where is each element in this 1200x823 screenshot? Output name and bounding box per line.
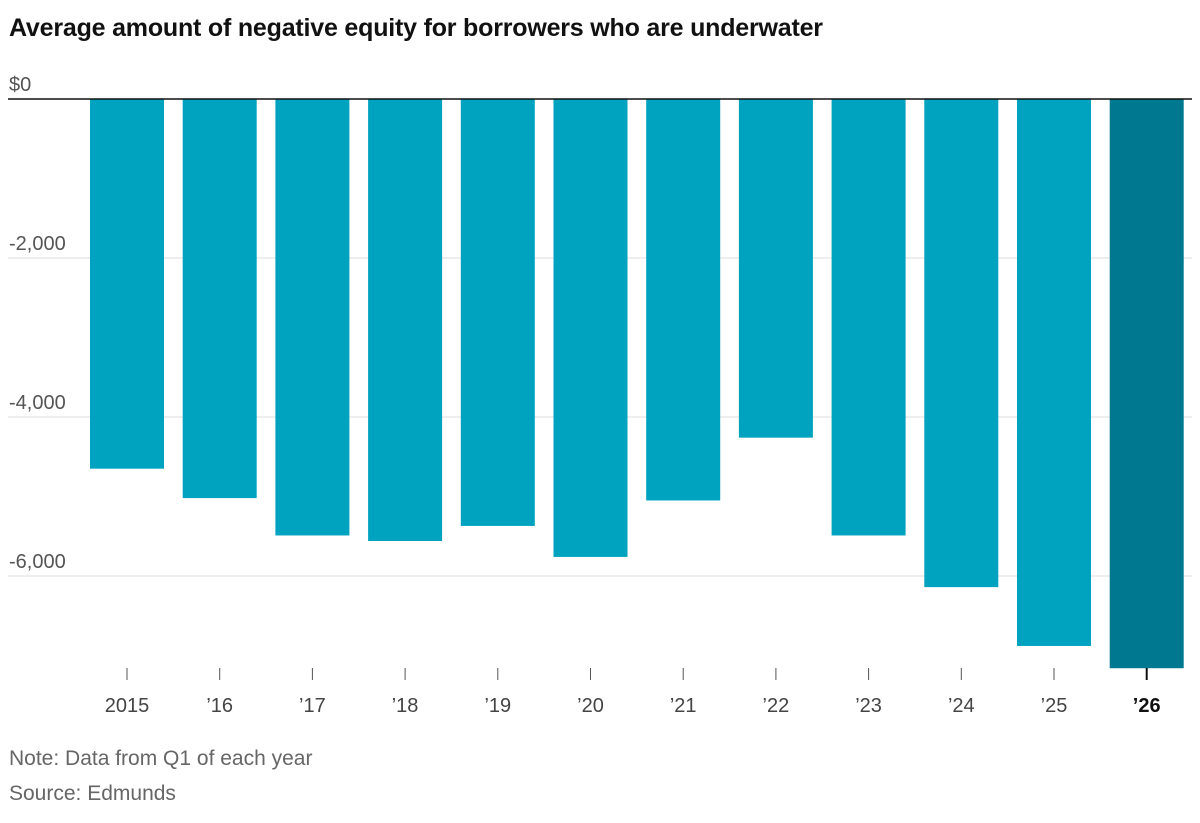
bar (831, 99, 906, 536)
x-tick-label: ’25 (1041, 695, 1068, 717)
x-tick-label: ’18 (392, 695, 419, 717)
bar (275, 99, 350, 536)
x-tick-label: ’19 (484, 695, 511, 717)
x-tick-label: ’26 (1133, 695, 1161, 717)
x-tick-label: ’21 (670, 695, 697, 717)
x-tick-label: ’16 (206, 695, 233, 717)
bar (182, 99, 257, 499)
bar (1017, 99, 1091, 646)
y-tick-label: $0 (9, 74, 31, 96)
chart-source: Source: Edmunds (9, 782, 176, 805)
y-axis-tick-labels: $0 -2,000 -4,000 -6,000 (9, 74, 66, 573)
y-tick-label: -2,000 (9, 233, 66, 255)
bar (90, 99, 164, 469)
chart-title: Average amount of negative equity for bo… (9, 14, 823, 42)
x-axis: 2015 ’16 ’17 ’18 ’19 ’20 ’21 ’22 ’23 ’24 ’25 ’26 (105, 668, 1161, 717)
bar-chart: $0 -2,000 -4,000 -6,000 2015 ’16 ’17 ’18 ’19 ’20… (8, 74, 1192, 717)
x-tick-label: ’24 (948, 695, 975, 717)
bar (1109, 99, 1184, 669)
bars (90, 99, 1184, 669)
bar (368, 99, 443, 542)
bar (738, 99, 813, 438)
x-tick-label: ’23 (855, 695, 882, 717)
x-tick-label: 2015 (105, 695, 150, 717)
bar (924, 99, 999, 588)
y-tick-label: -4,000 (9, 392, 66, 414)
bar (646, 99, 721, 501)
x-tick-label: ’22 (763, 695, 790, 717)
x-tick-label: ’20 (577, 695, 604, 717)
y-tick-label: -6,000 (9, 551, 66, 573)
bar (460, 99, 535, 526)
x-tick-label: ’17 (299, 695, 326, 717)
chart-note: Note: Data from Q1 of each year (9, 747, 313, 770)
bar (553, 99, 628, 557)
